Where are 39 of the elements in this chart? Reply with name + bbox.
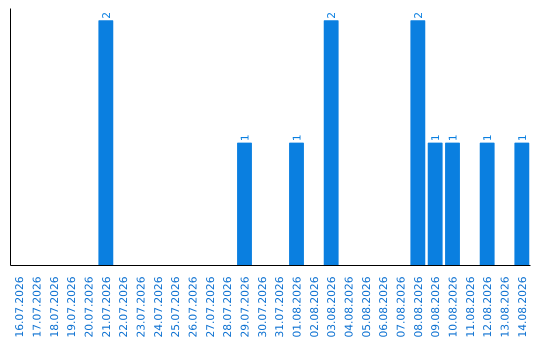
- data-label: 1: [290, 134, 304, 142]
- x-tick-label: 29.07.2026: [238, 276, 252, 338]
- x-tick-label: 08.08.2026: [412, 276, 425, 338]
- x-tick-label: 01.08.2026: [290, 276, 304, 338]
- x-tick-label: 03.08.2026: [325, 276, 338, 338]
- x-tick-label: 05.08.2026: [360, 276, 373, 338]
- x-tick-label: 19.07.2026: [65, 276, 78, 338]
- data-label: 2: [100, 12, 113, 19]
- x-tick-label: 31.07.2026: [273, 276, 286, 338]
- x-tick-label: 21.07.2026: [100, 276, 113, 338]
- x-tick-label: 26.07.2026: [186, 276, 200, 338]
- x-tick-label: 04.08.2026: [342, 276, 356, 338]
- x-tick-label: 18.07.2026: [48, 276, 61, 338]
- x-tick-label: 22.07.2026: [117, 276, 130, 338]
- data-label: 1: [238, 134, 252, 142]
- x-tick-label: 30.07.2026: [256, 276, 269, 338]
- x-tick-label: 27.07.2026: [204, 276, 217, 338]
- data-label: 1: [481, 134, 494, 142]
- x-tick-label: 16.07.2026: [13, 276, 26, 338]
- x-tick-label: 06.08.2026: [377, 276, 390, 338]
- data-label: 2: [325, 12, 338, 19]
- x-tick-label: 23.07.2026: [134, 276, 148, 338]
- x-tick-label: 02.08.2026: [308, 276, 321, 338]
- data-label: 1: [429, 134, 442, 142]
- x-tick-label: 13.08.2026: [498, 276, 512, 338]
- x-tick-label: 25.07.2026: [169, 276, 182, 338]
- x-tick-label: 11.08.2026: [464, 276, 477, 338]
- x-tick-label: 07.08.2026: [394, 276, 408, 338]
- data-label: 1: [446, 134, 460, 142]
- x-tick-label: 09.08.2026: [429, 276, 442, 338]
- data-label: 1: [516, 134, 529, 142]
- x-tick-label: 28.07.2026: [221, 276, 234, 338]
- x-tick-label: 20.07.2026: [82, 276, 96, 338]
- x-tick-label: 14.08.2026: [516, 276, 529, 338]
- x-tick-label: 24.07.2026: [152, 276, 165, 338]
- x-tick-label: 12.08.2026: [481, 276, 494, 338]
- x-tick-label: 10.08.2026: [446, 276, 460, 338]
- data-label: 2: [412, 12, 425, 19]
- x-tick-label: 17.07.2026: [30, 276, 44, 338]
